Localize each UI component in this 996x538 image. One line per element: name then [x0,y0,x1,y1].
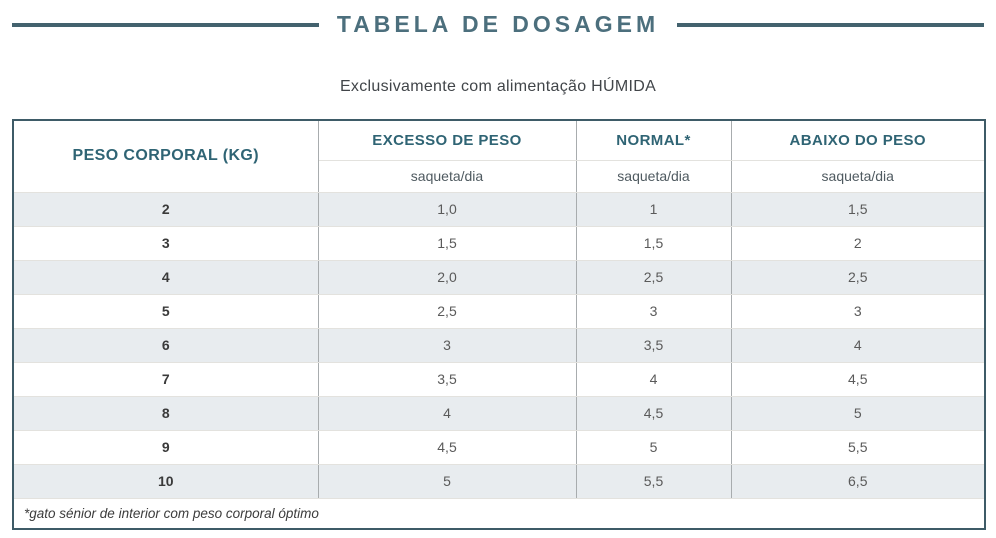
table-row: 9 4,5 5 5,5 [13,429,985,465]
header-row: PESO CORPORAL (KG) EXCESSO DE PESO NORMA… [13,119,985,193]
table-row: 7 3,5 4 4,5 [13,361,985,397]
value-cell: 5,5 [575,463,732,499]
value-cell: 2,5 [730,259,985,295]
table-row: 4 2,0 2,5 2,5 [13,259,985,295]
title-rule-left [12,22,319,27]
footnote-row: *gato sénior de interior com peso corpor… [13,497,985,530]
table-row: 3 1,5 1,5 2 [13,225,985,261]
value-cell: 4,5 [317,429,577,465]
weight-cell: 2 [13,191,319,227]
value-cell: 1 [575,191,732,227]
page-title: TABELA DE DOSAGEM [336,11,660,37]
value-cell: 2,0 [317,259,577,295]
table-row: 10 5 5,5 6,5 [13,463,985,499]
value-cell: 4,5 [730,361,985,397]
weight-cell: 3 [13,225,319,261]
value-cell: 1,0 [317,191,577,227]
title-band: TABELA DE DOSAGEM [12,11,984,38]
dosage-table: PESO CORPORAL (KG) EXCESSO DE PESO NORMA… [12,119,986,530]
value-cell: 1,5 [730,191,985,227]
value-cell: 6,5 [730,463,985,499]
value-cell: 1,5 [317,225,577,261]
value-cell: 4 [730,327,985,363]
weight-cell: 5 [13,293,319,329]
table-row: 5 2,5 3 3 [13,293,985,329]
value-cell: 5 [730,395,985,431]
value-cell: 3 [317,327,577,363]
table-row: 8 4 4,5 5 [13,395,985,431]
value-cell: 3,5 [317,361,577,397]
weight-cell: 9 [13,429,319,465]
title-rule-right [677,22,984,27]
value-cell: 1,5 [575,225,732,261]
unit-cell: saqueta/dia [575,159,732,193]
weight-cell: 7 [13,361,319,397]
column-header-normal: NORMAL* [575,119,732,161]
weight-cell: 6 [13,327,319,363]
unit-cell: saqueta/dia [730,159,985,193]
footnote: *gato sénior de interior com peso corpor… [13,497,985,530]
value-cell: 2 [730,225,985,261]
value-cell: 3,5 [575,327,732,363]
value-cell: 4 [575,361,732,397]
unit-row: saqueta/dia saqueta/dia saqueta/dia [13,159,985,193]
value-cell: 5 [317,463,577,499]
value-cell: 5,5 [730,429,985,465]
value-cell: 5 [575,429,732,465]
subtitle: Exclusivamente com alimentação HÚMIDA [339,78,657,95]
value-cell: 2,5 [575,259,732,295]
column-header-excess: EXCESSO DE PESO [317,119,577,161]
table-row: 2 1,0 1 1,5 [13,191,985,227]
weight-cell: 10 [13,463,319,499]
value-cell: 3 [730,293,985,329]
value-cell: 4 [317,395,577,431]
table-row: 6 3 3,5 4 [13,327,985,363]
weight-cell: 8 [13,395,319,431]
weight-header-cell: PESO CORPORAL (KG) [13,119,319,193]
value-cell: 3 [575,293,732,329]
weight-cell: 4 [13,259,319,295]
unit-cell: saqueta/dia [318,159,577,193]
column-header-under: ABAIXO DO PESO [730,119,985,161]
value-cell: 4,5 [575,395,732,431]
value-cell: 2,5 [317,293,577,329]
